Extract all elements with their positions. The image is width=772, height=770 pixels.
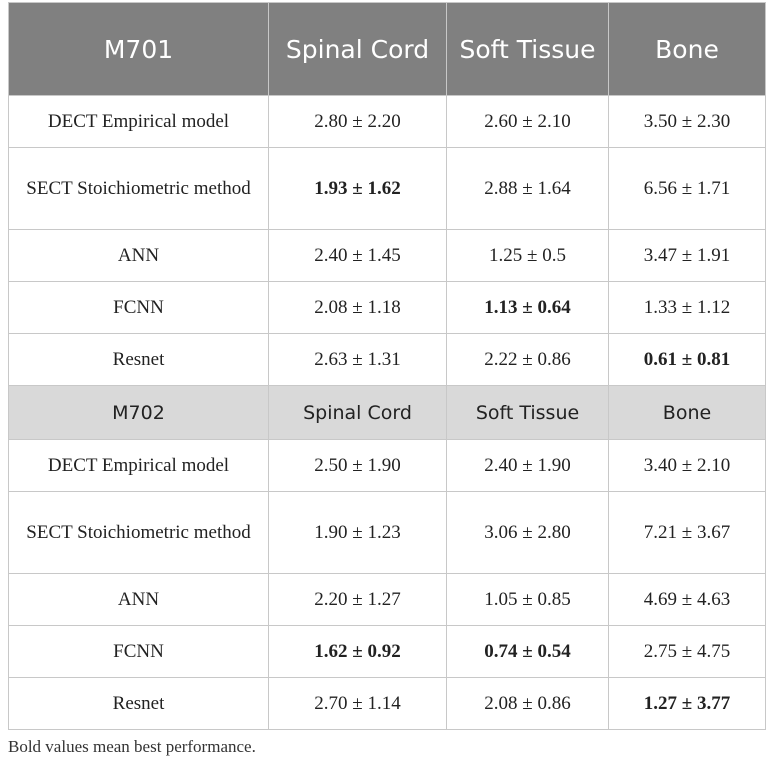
row-label: DECT Empirical model — [8, 439, 269, 492]
table-row: FCNN 2.08 ± 1.18 1.13 ± 0.64 1.33 ± 1.12 — [8, 281, 766, 334]
section-header-m701: M701 Spinal Cord Soft Tissue Bone — [8, 2, 766, 96]
row-label: SECT Stoichiometric method — [8, 491, 269, 574]
row-label: ANN — [8, 573, 269, 626]
row-label: FCNN — [8, 281, 269, 334]
results-table-container: M701 Spinal Cord Soft Tissue Bone DECT E… — [8, 2, 766, 730]
row-label: ANN — [8, 229, 269, 282]
row-label: SECT Stoichiometric method — [8, 147, 269, 230]
cell-spinal-cord: 1.93 ± 1.62 — [268, 147, 447, 230]
cell-soft-tissue: 0.74 ± 0.54 — [446, 625, 609, 678]
table-row: Resnet 2.70 ± 1.14 2.08 ± 0.86 1.27 ± 3.… — [8, 677, 766, 730]
row-label: FCNN — [8, 625, 269, 678]
cell-spinal-cord: 1.62 ± 0.92 — [268, 625, 447, 678]
cell-soft-tissue: 1.13 ± 0.64 — [446, 281, 609, 334]
cell-soft-tissue: 2.60 ± 2.10 — [446, 95, 609, 148]
cell-spinal-cord: 2.50 ± 1.90 — [268, 439, 447, 492]
cell-spinal-cord: 1.90 ± 1.23 — [268, 491, 447, 574]
header-soft-tissue: Soft Tissue — [446, 2, 609, 96]
cell-spinal-cord: 2.63 ± 1.31 — [268, 333, 447, 386]
table-row: ANN 2.20 ± 1.27 1.05 ± 0.85 4.69 ± 4.63 — [8, 573, 766, 626]
header-bone: Bone — [608, 2, 766, 96]
table-row: SECT Stoichiometric method 1.93 ± 1.62 2… — [8, 147, 766, 230]
row-label: Resnet — [8, 333, 269, 386]
header-model-m702: M702 — [8, 385, 269, 440]
header-spinal-cord: Spinal Cord — [268, 385, 447, 440]
table-footnote: Bold values mean best performance. — [8, 737, 256, 756]
cell-bone: 3.50 ± 2.30 — [608, 95, 766, 148]
header-bone: Bone — [608, 385, 766, 440]
table-row: ANN 2.40 ± 1.45 1.25 ± 0.5 3.47 ± 1.91 — [8, 229, 766, 282]
cell-spinal-cord: 2.08 ± 1.18 — [268, 281, 447, 334]
cell-spinal-cord: 2.80 ± 2.20 — [268, 95, 447, 148]
cell-soft-tissue: 1.25 ± 0.5 — [446, 229, 609, 282]
table-row: DECT Empirical model 2.50 ± 1.90 2.40 ± … — [8, 439, 766, 492]
cell-soft-tissue: 2.22 ± 0.86 — [446, 333, 609, 386]
cell-bone: 3.40 ± 2.10 — [608, 439, 766, 492]
cell-soft-tissue: 3.06 ± 2.80 — [446, 491, 609, 574]
cell-soft-tissue: 2.88 ± 1.64 — [446, 147, 609, 230]
table-row: Resnet 2.63 ± 1.31 2.22 ± 0.86 0.61 ± 0.… — [8, 333, 766, 386]
cell-soft-tissue: 2.08 ± 0.86 — [446, 677, 609, 730]
cell-spinal-cord: 2.40 ± 1.45 — [268, 229, 447, 282]
results-table: M701 Spinal Cord Soft Tissue Bone DECT E… — [8, 2, 766, 730]
header-spinal-cord: Spinal Cord — [268, 2, 447, 96]
cell-bone: 4.69 ± 4.63 — [608, 573, 766, 626]
header-soft-tissue: Soft Tissue — [446, 385, 609, 440]
row-label: DECT Empirical model — [8, 95, 269, 148]
section-header-m702: M702 Spinal Cord Soft Tissue Bone — [8, 385, 766, 440]
cell-spinal-cord: 2.20 ± 1.27 — [268, 573, 447, 626]
table-row: FCNN 1.62 ± 0.92 0.74 ± 0.54 2.75 ± 4.75 — [8, 625, 766, 678]
cell-bone: 1.33 ± 1.12 — [608, 281, 766, 334]
row-label: Resnet — [8, 677, 269, 730]
cell-bone: 1.27 ± 3.77 — [608, 677, 766, 730]
cell-spinal-cord: 2.70 ± 1.14 — [268, 677, 447, 730]
cell-bone: 6.56 ± 1.71 — [608, 147, 766, 230]
header-model-m701: M701 — [8, 2, 269, 96]
cell-bone: 0.61 ± 0.81 — [608, 333, 766, 386]
table-row: SECT Stoichiometric method 1.90 ± 1.23 3… — [8, 491, 766, 574]
cell-soft-tissue: 1.05 ± 0.85 — [446, 573, 609, 626]
cell-soft-tissue: 2.40 ± 1.90 — [446, 439, 609, 492]
cell-bone: 3.47 ± 1.91 — [608, 229, 766, 282]
cell-bone: 7.21 ± 3.67 — [608, 491, 766, 574]
cell-bone: 2.75 ± 4.75 — [608, 625, 766, 678]
table-row: DECT Empirical model 2.80 ± 2.20 2.60 ± … — [8, 95, 766, 148]
